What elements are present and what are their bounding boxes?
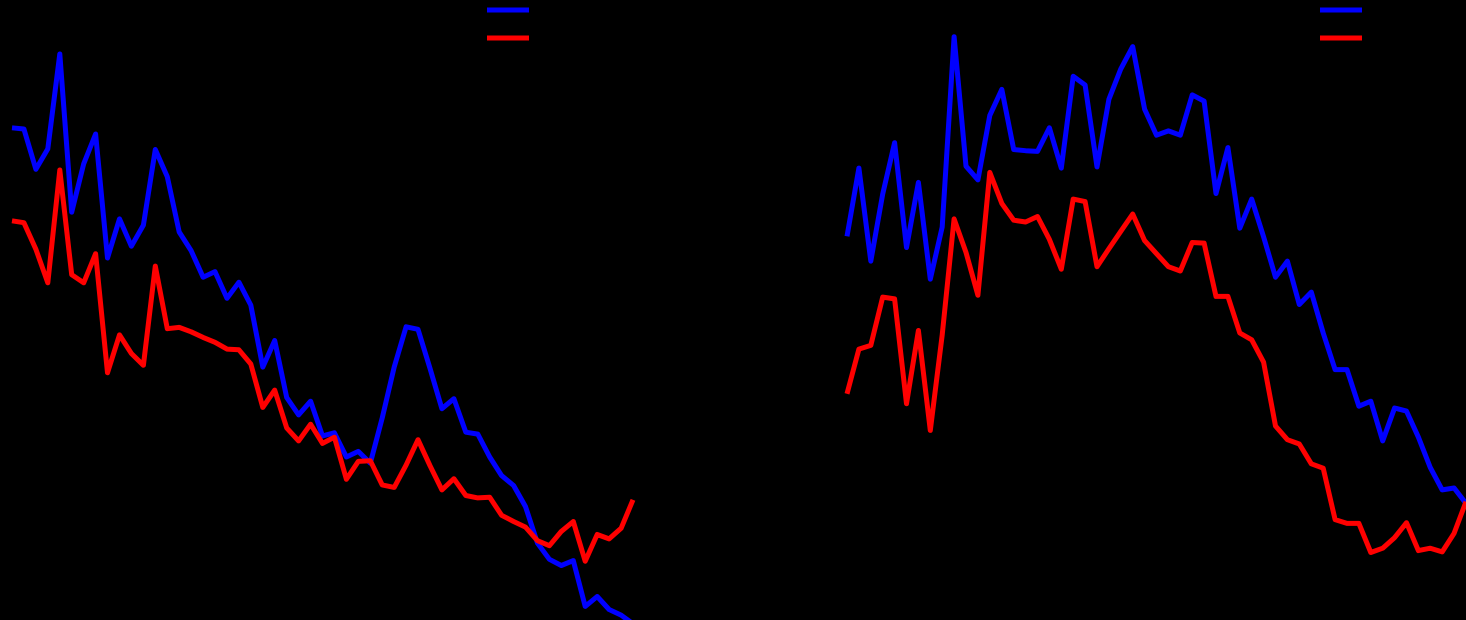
right-series-red-line [844,169,1466,555]
left-line-chart [11,7,636,620]
left-chart-lines [11,51,636,620]
left-series-blue-line [11,51,633,620]
left-chart-legend [487,7,529,41]
right-chart-legend [1320,7,1362,41]
left-series-red-line [11,167,636,564]
right-series-blue-line [844,34,1466,506]
right-line-chart [844,7,1466,555]
right-chart-lines [844,34,1466,555]
